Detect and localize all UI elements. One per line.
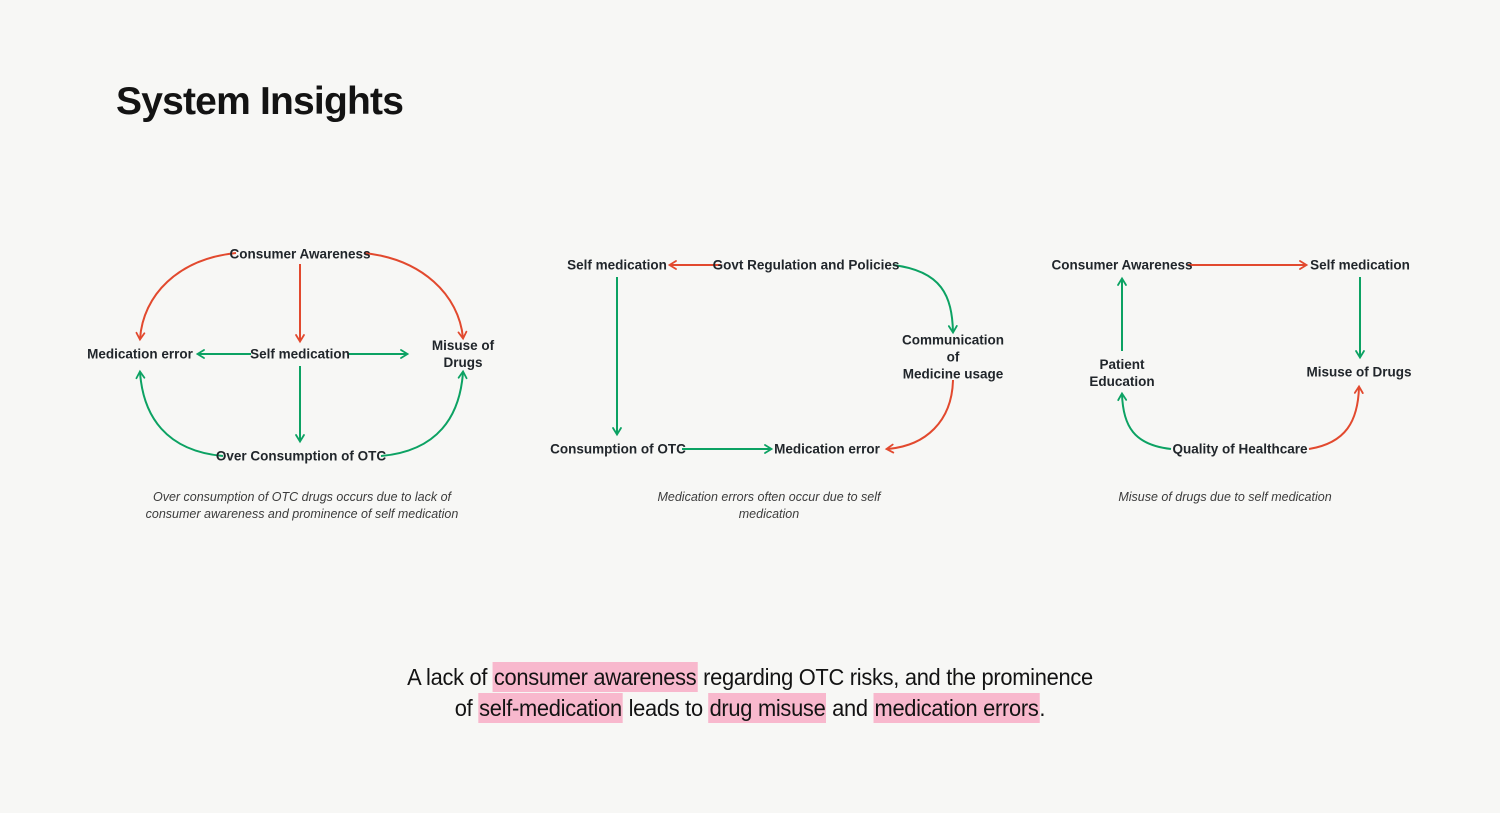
diagram3-caption: Misuse of drugs due to self medication <box>1118 490 1332 504</box>
edge-consumer-awareness-to-misuse-of-drugs <box>363 252 468 341</box>
diagram2-edges <box>612 260 958 454</box>
node-consumer-awareness: Consumer Awareness <box>229 246 371 262</box>
diagram-otc-over-consumption-loop: Consumer Awareness Medication error Self… <box>60 240 540 530</box>
summary-segment: and <box>826 694 874 721</box>
edge-quality-of-healthcare-to-misuse-of-drugs <box>1308 384 1364 450</box>
summary-segment-highlighted: drug misuse <box>708 692 827 723</box>
node-communication-of-medicine-usage: Communication of Medicine usage <box>901 332 1005 382</box>
summary-segment: leads to <box>622 694 709 721</box>
diagram-medication-error-loop: Self medication Govt Regulation and Poli… <box>550 240 1030 530</box>
diagram2-caption: Medication errors often occur due to sel… <box>657 490 881 521</box>
edge-over-consumption-to-medication-error <box>135 369 224 457</box>
diagram1-edges <box>135 252 468 457</box>
diagram-drug-misuse-loop: Consumer Awareness Self medication Patie… <box>1030 240 1470 530</box>
node-medication-error: Medication error <box>774 441 880 457</box>
summary-segment: A lack of <box>407 664 493 690</box>
diagram3-edges <box>1117 260 1365 450</box>
node-self-medication: Self medication <box>567 257 667 273</box>
edge-over-consumption-to-misuse-of-drugs <box>380 369 468 457</box>
page-title: System Insights <box>116 80 404 123</box>
summary-text: A lack of consumer awareness regarding O… <box>38 662 1463 723</box>
summary-segment: regarding OTC risks, and the prominence <box>697 664 1093 690</box>
node-self-medication: Self medication <box>1310 257 1410 273</box>
edge-quality-of-healthcare-to-patient-education <box>1117 391 1172 450</box>
summary-segment-highlighted: consumer awareness <box>492 662 698 692</box>
node-govt-regulation-and-policies: Govt Regulation and Policies <box>712 257 900 273</box>
diagram1-caption: Over consumption of OTC drugs occurs due… <box>145 490 459 521</box>
summary-segment-highlighted: medication errors <box>873 692 1040 723</box>
summary-line-2: of self-medication leads to drug misuse … <box>38 692 1463 724</box>
node-misuse-of-drugs: Misuse of Drugs <box>431 338 495 370</box>
node-consumption-of-otc: Consumption of OTC <box>550 441 686 457</box>
summary-line-1: A lack of consumer awareness regarding O… <box>38 662 1463 693</box>
summary-segment-highlighted: self-medication <box>478 692 623 723</box>
node-medication-error: Medication error <box>87 346 193 362</box>
summary-segment: of <box>454 694 479 721</box>
summary-segment: . <box>1039 694 1046 721</box>
node-over-consumption-of-otc: Over Consumption of OTC <box>215 448 387 464</box>
node-self-medication: Self medication <box>250 346 350 362</box>
node-misuse-of-drugs: Misuse of Drugs <box>1306 364 1412 380</box>
node-consumer-awareness: Consumer Awareness <box>1051 257 1193 273</box>
edge-consumer-awareness-to-medication-error <box>135 252 237 342</box>
node-quality-of-healthcare: Quality of Healthcare <box>1172 441 1308 457</box>
edge-communication-to-medication-error <box>884 379 954 454</box>
node-patient-education: Patient Education <box>1089 357 1155 389</box>
edge-govt-regulation-to-communication <box>892 264 958 335</box>
